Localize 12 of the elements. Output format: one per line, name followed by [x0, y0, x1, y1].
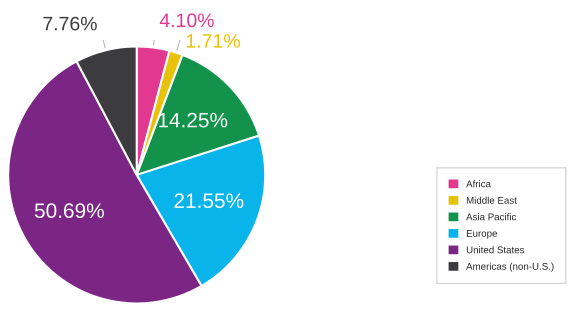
legend-label: Europe	[466, 230, 498, 239]
data-label: 1.71%	[186, 34, 240, 48]
data-label: 7.76%	[43, 16, 97, 30]
legend-label: Asia Pacific	[466, 213, 516, 220]
data-label: 4.10%	[160, 13, 214, 28]
legend-label: Americas (non-U.S.)	[466, 262, 554, 272]
data-label: 50.69%	[34, 203, 104, 218]
legend-label: United States	[466, 246, 524, 254]
legend-label: Middle East	[466, 196, 517, 204]
data-label: 14.25%	[158, 112, 228, 128]
data-label: 21.55%	[174, 193, 244, 208]
legend-label: Africa	[466, 180, 491, 188]
